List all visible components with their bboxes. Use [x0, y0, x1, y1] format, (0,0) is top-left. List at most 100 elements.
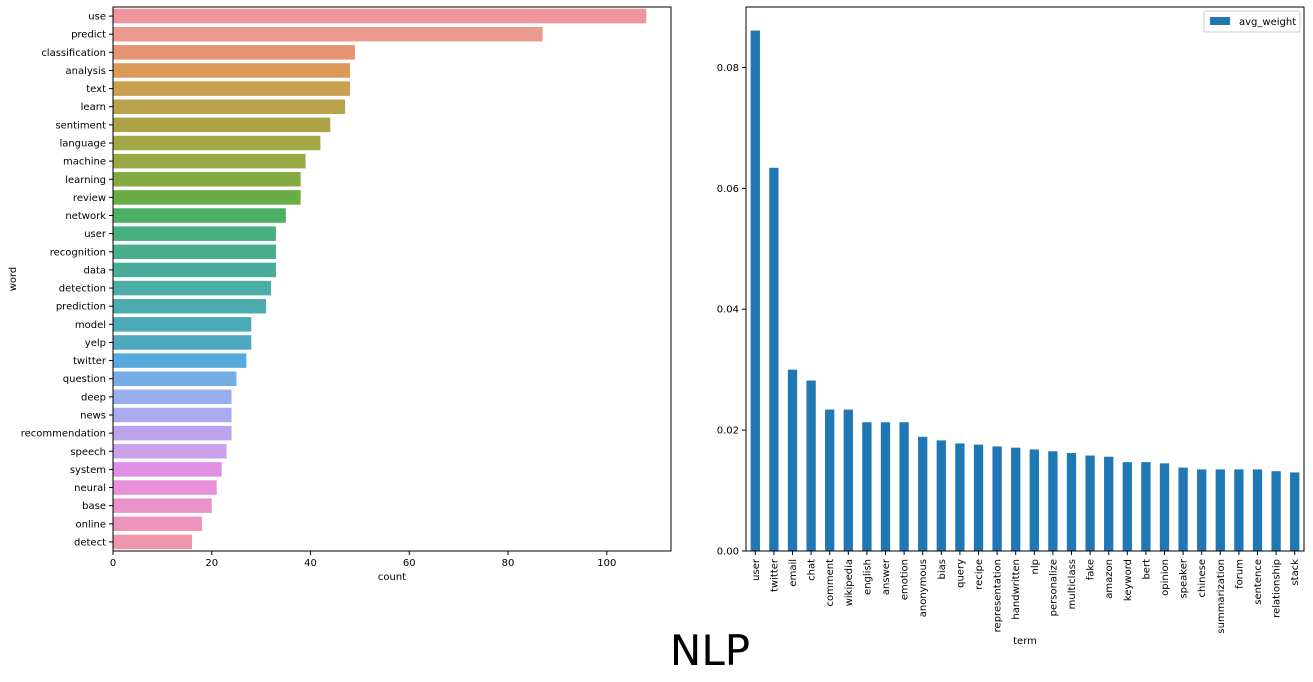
bar-learn [113, 99, 346, 114]
y-tick-label-speech: speech [70, 447, 106, 458]
bar-email [787, 369, 798, 551]
x-tick-label-chinese: chinese [1197, 559, 1208, 597]
bar-detect [113, 534, 193, 550]
bar-fake [1085, 455, 1095, 551]
bar-comment [825, 409, 835, 551]
x-tick-label: 60 [403, 558, 416, 569]
x-tick-label-bias: bias [937, 559, 948, 579]
bar-opinion [1159, 463, 1170, 551]
bar-online [113, 516, 202, 532]
bar-multiclass [1066, 453, 1077, 551]
y-tick-label-predict: predict [71, 30, 106, 41]
y-tick-label-network: network [65, 211, 106, 222]
legend: avg_weight [1203, 10, 1301, 33]
bar-system [113, 462, 222, 477]
y-tick-label-language: language [59, 139, 106, 150]
right-bar-chart: user twitter email chat comment wikipedia engl… [717, 6, 1305, 647]
y-tick-label-online: online [75, 519, 106, 530]
bar-language [113, 135, 321, 151]
bar-chat [806, 380, 816, 551]
y-tick-label-prediction: prediction [56, 302, 106, 313]
y-tick-label-learning: learning [65, 175, 106, 186]
bar-answer [880, 422, 891, 551]
y-tick-label-recommendation: recommendation [21, 429, 106, 440]
x-tick-label-answer: answer [881, 558, 892, 595]
bar-classification [113, 45, 355, 60]
left-bar-chart: use predict classification analysis text lear… [8, 6, 672, 583]
y-tick-label-model: model [75, 320, 106, 331]
bar-twitter [769, 167, 779, 551]
bar-summarization [1215, 469, 1225, 551]
y-tick-label: 0.02 [717, 426, 739, 437]
bar-relationship [1271, 471, 1281, 551]
x-tick-label: 80 [502, 558, 515, 569]
x-tick-label-english: english [862, 559, 873, 595]
legend-swatch [1210, 17, 1230, 25]
x-tick-label-representation: representation [993, 559, 1004, 632]
bar-query [955, 443, 965, 551]
x-tick-label-twitter: twitter [769, 558, 780, 592]
bar-sentence [1252, 469, 1263, 551]
x-tick-label-personalize: personalize [1048, 559, 1059, 616]
bar-twitter [113, 353, 247, 368]
y-tick-label-news: news [80, 411, 106, 422]
bar-anonymous [918, 436, 928, 551]
y-tick-label-text: text [86, 84, 106, 95]
bar-analysis [113, 63, 351, 78]
x-axis-label: term [1013, 636, 1037, 647]
bar-speech [113, 444, 227, 459]
y-tick-label-neural: neural [74, 483, 106, 494]
y-axis-label: word [8, 267, 19, 292]
y-tick-label-deep: deep [81, 392, 106, 403]
x-tick-label-speaker: speaker [1179, 558, 1190, 598]
y-tick-label: 0.04 [717, 305, 739, 316]
bar-recommendation [113, 425, 232, 441]
bar-base [113, 498, 212, 513]
x-tick-label: 40 [304, 558, 317, 569]
bar-speaker [1178, 467, 1188, 551]
x-tick-label-emotion: emotion [900, 559, 911, 600]
x-tick-label-sentence: sentence [1253, 559, 1264, 605]
bar-deep [113, 389, 232, 405]
y-tick-label-question: question [63, 374, 106, 385]
x-tick-label-recipe: recipe [974, 559, 985, 590]
bar-yelp [113, 335, 252, 350]
bar-recognition [113, 244, 276, 260]
x-tick-label-forum: forum [1234, 559, 1245, 589]
bar-machine [113, 153, 306, 169]
figure-title: NLP [670, 626, 750, 675]
bar-emotion [899, 422, 909, 551]
x-tick-label-email: email [788, 559, 799, 587]
bar-wikipedia [843, 409, 853, 551]
bar-network [113, 208, 286, 223]
y-tick-label-analysis: analysis [66, 66, 107, 77]
bar-predict [113, 26, 543, 42]
bar-forum [1234, 469, 1244, 551]
x-tick-label-opinion: opinion [1160, 559, 1171, 596]
bar-data [113, 262, 276, 278]
x-tick-label-anonymous: anonymous [918, 559, 929, 617]
y-tick-label-user: user [84, 229, 107, 240]
bar-bert [1141, 462, 1151, 551]
x-tick-label-handwritten: handwritten [1011, 559, 1022, 620]
x-tick-label-summarization: summarization [1216, 559, 1227, 634]
bar-nlp [1029, 449, 1039, 551]
bar-english [862, 422, 872, 551]
bar-stack [1290, 472, 1300, 551]
x-tick-label-fake: fake [1086, 559, 1097, 580]
y-tick-label: 0.08 [717, 63, 739, 74]
x-tick-label-amazon: amazon [1104, 559, 1115, 599]
x-tick-label-multiclass: multiclass [1067, 559, 1078, 609]
bar-review [113, 190, 301, 205]
bar-personalize [1048, 451, 1058, 551]
bar-user [113, 226, 276, 241]
x-axis-label: count [378, 572, 406, 583]
bar-news [113, 407, 232, 423]
x-tick-label-keyword: keyword [1123, 559, 1134, 601]
x-tick-label-comment: comment [825, 559, 836, 607]
x-tick-label-wikipedia: wikipedia [844, 559, 855, 606]
y-tick-label-machine: machine [63, 157, 106, 168]
bar-chinese [1197, 469, 1207, 551]
y-tick-label-use: use [88, 12, 106, 23]
